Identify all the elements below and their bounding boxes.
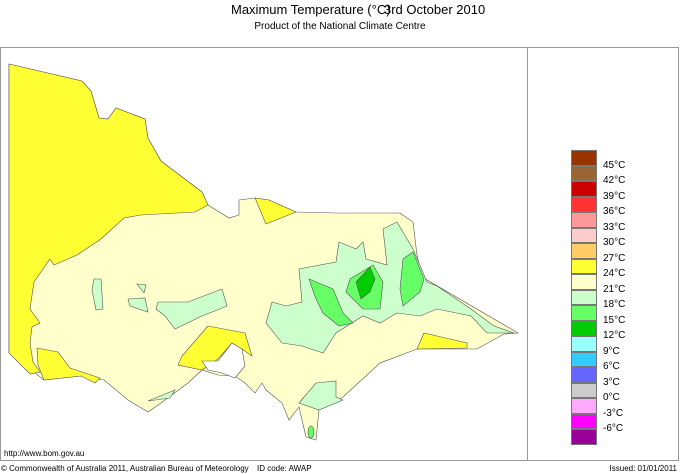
legend-label: 24°C xyxy=(603,268,626,279)
legend-label: 9°C xyxy=(603,345,620,357)
legend-divider xyxy=(527,47,528,461)
color-legend xyxy=(571,150,597,445)
zone-27-30-bay xyxy=(177,325,253,371)
legend-swatch xyxy=(571,367,597,383)
legend-label: 27°C xyxy=(603,252,626,264)
zone-18-21-small-2 xyxy=(127,297,149,313)
zone-18-21-small-3 xyxy=(136,283,147,294)
legend-swatch xyxy=(571,336,597,352)
map-frame xyxy=(0,47,679,461)
legend-label: 30°C xyxy=(603,237,626,248)
zone-15-18-a xyxy=(308,278,354,327)
copyright: © Commonwealth of Australia 2011, Austra… xyxy=(1,464,249,473)
legend-label: 6°C xyxy=(603,361,620,372)
legend-swatch xyxy=(571,181,597,197)
port-phillip-bay xyxy=(201,342,246,379)
legend-swatch xyxy=(571,320,597,336)
legend-swatch xyxy=(571,227,597,243)
legend-swatch xyxy=(571,382,597,398)
legend-label: 15°C xyxy=(603,314,626,326)
zone-18-21-east xyxy=(265,221,515,354)
legend-swatch xyxy=(571,351,597,367)
legend-label: 39°C xyxy=(603,190,626,202)
zone-18-21-central xyxy=(155,288,228,330)
legend-label: 45°C xyxy=(603,159,626,171)
legend-label: 3°C xyxy=(603,376,620,388)
legend-swatch xyxy=(571,429,597,445)
legend-swatch xyxy=(571,413,597,429)
map-subtitle: Product of the National Climate Centre xyxy=(254,21,426,32)
legend-swatch xyxy=(571,289,597,305)
legend-swatch xyxy=(571,305,597,321)
legend-label: 18°C xyxy=(603,299,626,310)
legend-swatch xyxy=(571,212,597,228)
legend-swatch xyxy=(571,196,597,212)
title-date: 3rd October 2010 xyxy=(384,2,486,17)
legend-label: 36°C xyxy=(603,206,626,217)
title-text: Maximum Temperature (°C) xyxy=(231,2,391,17)
legend-label: 21°C xyxy=(603,283,626,295)
legend-swatch xyxy=(571,274,597,290)
legend-label: 12°C xyxy=(603,330,626,341)
bom-url[interactable]: http://www.bom.gov.au xyxy=(4,449,85,458)
legend-label: -6°C xyxy=(603,423,624,434)
zone-15-18-prom xyxy=(307,425,315,439)
legend-label: 0°C xyxy=(603,392,620,403)
zone-18-21-small-1 xyxy=(91,278,104,311)
legend-swatch xyxy=(571,258,597,274)
zone-12-15 xyxy=(355,266,376,300)
zone-27-30-north xyxy=(254,197,297,225)
legend-swatch xyxy=(571,150,597,166)
zone-27-30-west xyxy=(8,63,209,375)
id-code: ID code: AWAP xyxy=(257,464,312,473)
zone-18-21-south xyxy=(298,380,344,411)
zone-18-21-otways xyxy=(147,389,176,402)
zone-15-18-c xyxy=(399,251,425,307)
legend-swatch xyxy=(571,243,597,259)
legend-label: -3°C xyxy=(603,407,624,419)
legend-swatch xyxy=(571,165,597,181)
legend-label: 33°C xyxy=(603,221,626,233)
issued-date: Issued: 01/01/2011 xyxy=(609,464,677,473)
legend-swatch xyxy=(571,398,597,414)
zone-27-30-east xyxy=(416,332,468,350)
legend-label: 42°C xyxy=(603,175,626,186)
zone-27-30-coast xyxy=(36,347,101,384)
